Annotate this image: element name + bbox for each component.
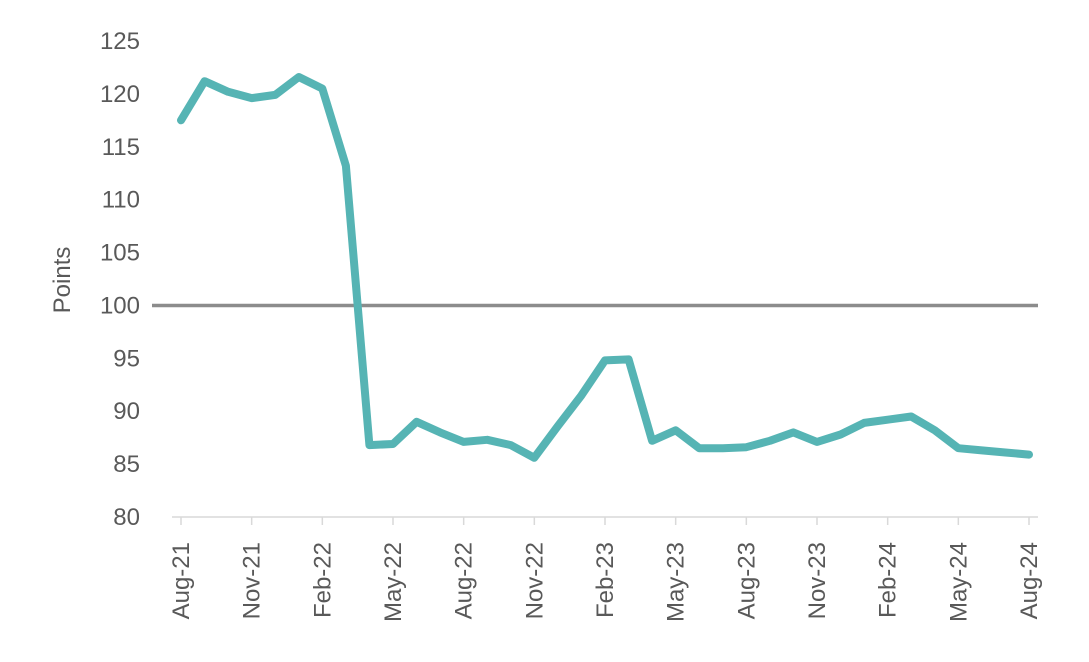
x-tick-label: Aug-24	[1016, 542, 1043, 619]
y-tick-label: 105	[100, 240, 140, 267]
y-tick-label: 80	[113, 504, 140, 531]
x-tick-label: Nov-21	[239, 542, 266, 619]
x-tick-label: Nov-23	[804, 542, 831, 619]
y-tick-label: 95	[113, 345, 140, 372]
y-tick-label: 120	[100, 81, 140, 108]
x-tick-label: Aug-23	[733, 542, 760, 619]
x-tick-marks	[180, 517, 1030, 525]
x-tick-labels: Aug-21 Nov-21 Feb-22 May-22 Aug-22 Nov-22 Feb-…	[168, 542, 1043, 622]
y-tick-label: 85	[113, 451, 140, 478]
y-axis-title: Points	[49, 247, 76, 314]
x-tick-label: Aug-22	[451, 542, 478, 619]
y-tick-label: 90	[113, 398, 140, 425]
y-tick-label: 115	[102, 134, 140, 161]
y-tick-label: 125	[100, 28, 140, 55]
series-line	[177, 73, 1033, 462]
x-tick-label: May-24	[945, 542, 972, 622]
x-tick-label: May-22	[380, 542, 407, 622]
y-tick-label: 100	[100, 292, 140, 319]
y-tick-label: 110	[102, 187, 140, 214]
y-tick-labels: 80 85 90 95 100 105 110 115 120 125	[100, 28, 140, 531]
x-tick-label: Feb-23	[592, 542, 619, 618]
series-group	[177, 73, 1033, 462]
x-tick-label: Aug-21	[168, 542, 195, 619]
x-tick-label: May-23	[663, 542, 690, 622]
x-tick-label: Feb-24	[875, 542, 902, 618]
x-tick-label: Feb-22	[309, 542, 336, 618]
x-tick-label: Nov-22	[521, 542, 548, 619]
